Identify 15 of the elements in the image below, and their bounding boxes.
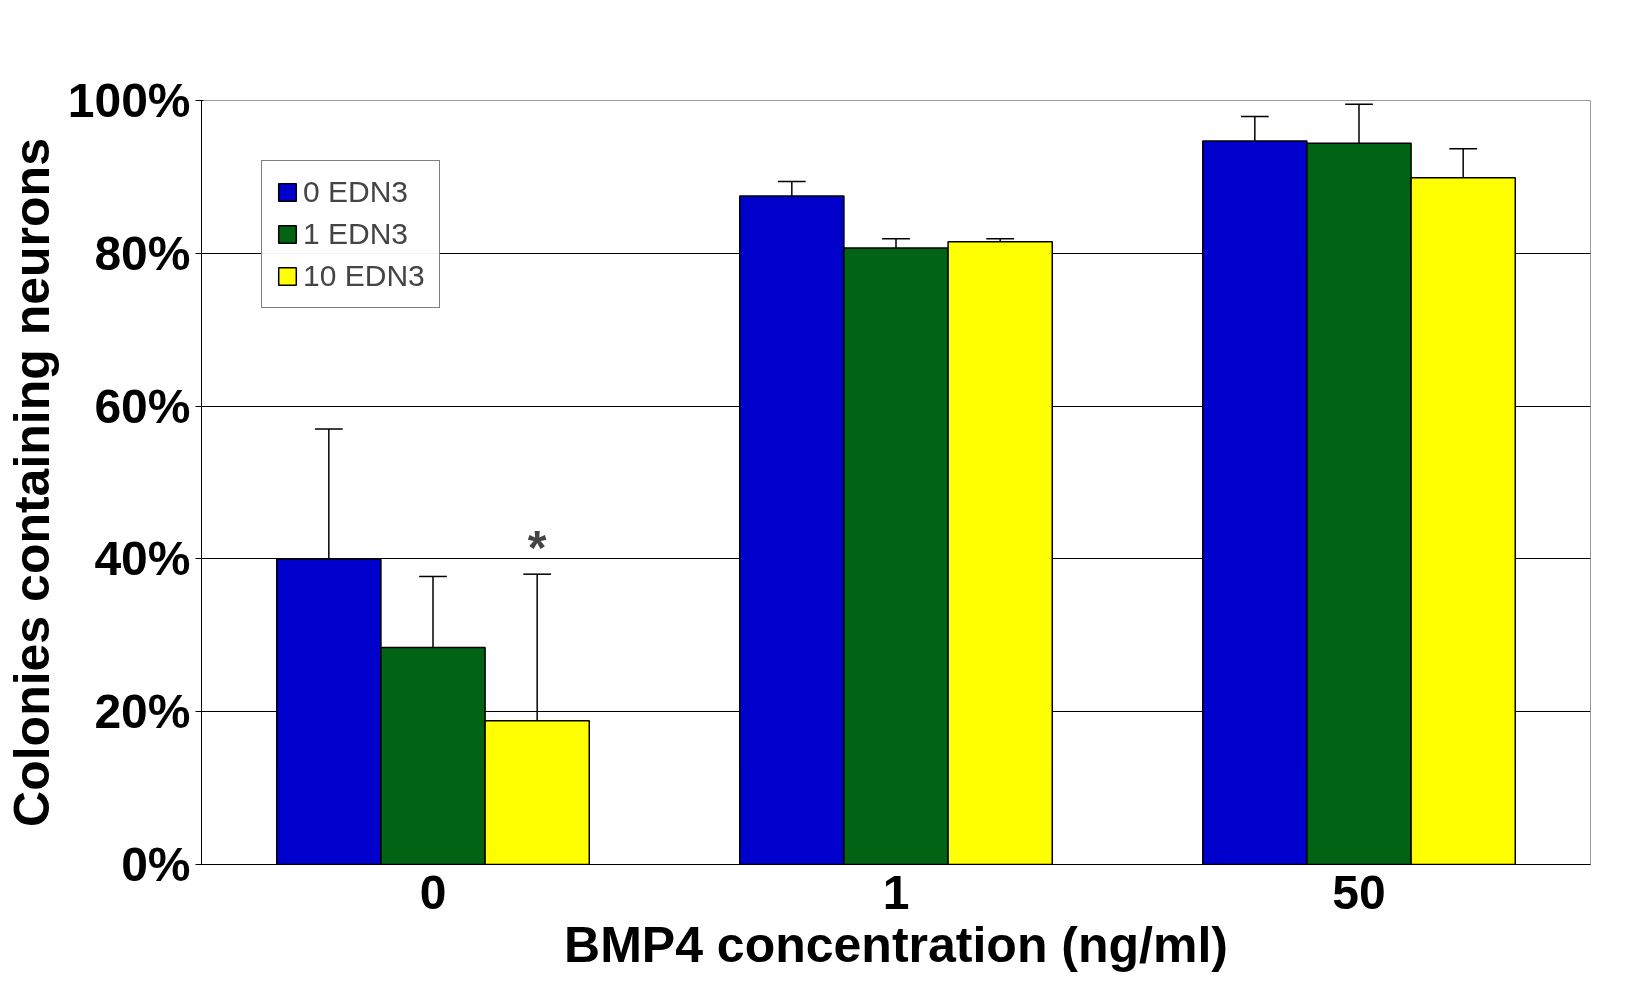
legend-label: 10 EDN3 <box>303 259 425 293</box>
x-tick-label: 50 <box>1332 865 1386 919</box>
y-axis-title: Colonies containing neurons <box>3 138 60 827</box>
y-tick-label: 100% <box>67 74 191 127</box>
y-tick-label: 0% <box>121 838 191 891</box>
y-tick-label: 40% <box>94 532 191 586</box>
y-tick-label: 80% <box>94 226 191 280</box>
legend-label: 0 EDN3 <box>303 175 409 209</box>
x-tick-label: 1 <box>882 865 910 919</box>
legend-label: 1 EDN3 <box>303 217 409 251</box>
y-tick-label: 20% <box>94 685 191 739</box>
annotation: * <box>527 521 547 575</box>
y-tick-label: 60% <box>94 379 191 433</box>
x-tick-label: 0 <box>419 865 447 919</box>
x-axis-title: BMP4 concentration (ng/ml) <box>564 916 1228 973</box>
